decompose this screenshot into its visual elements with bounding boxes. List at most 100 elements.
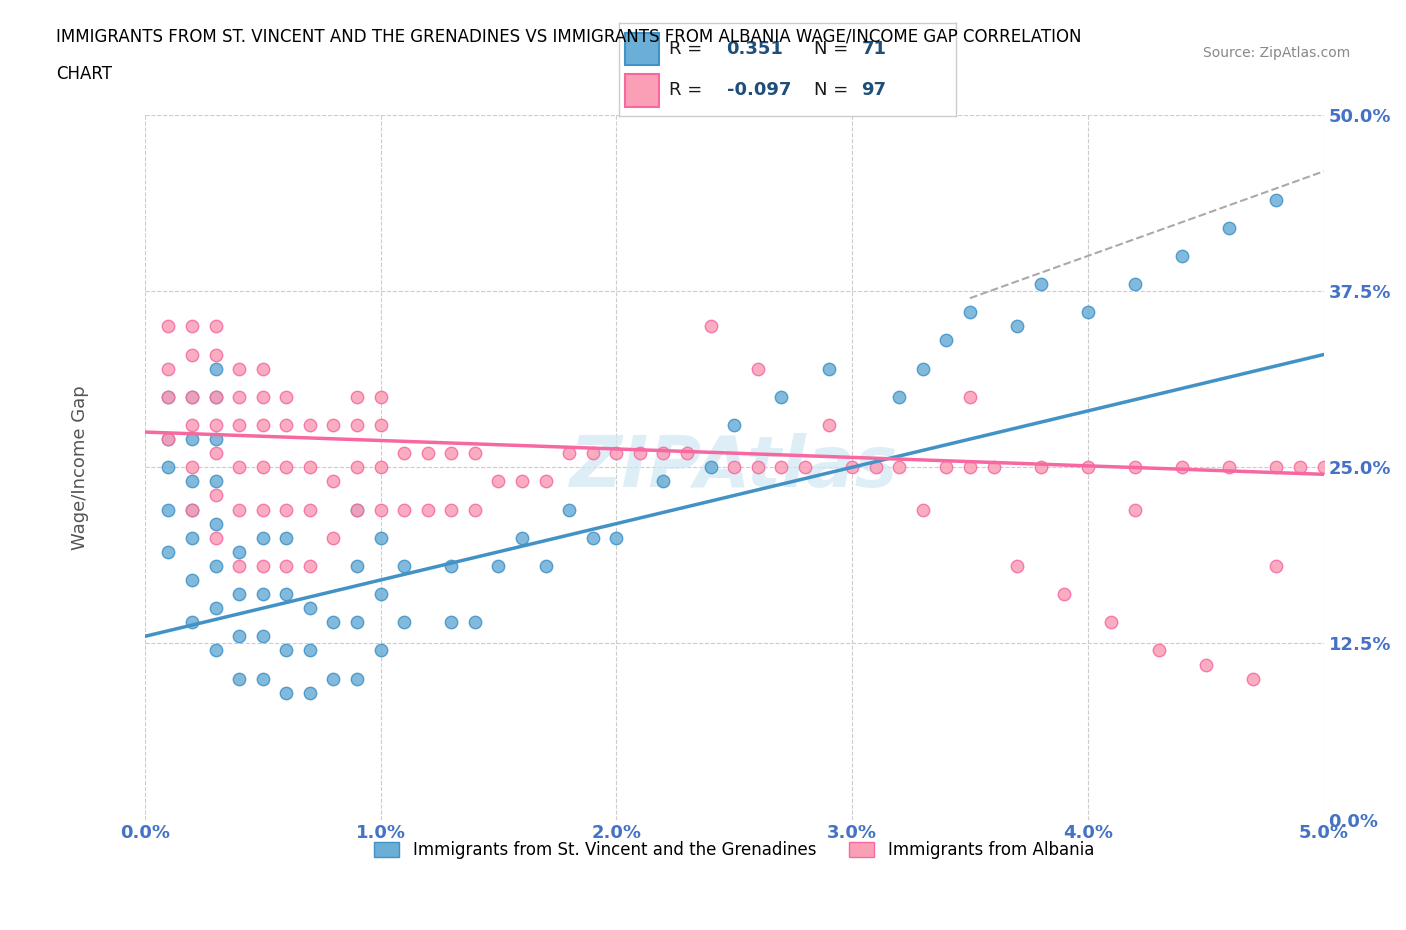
Point — [1171, 459, 1194, 474]
Point — [370, 530, 392, 545]
Text: 97: 97 — [862, 81, 887, 100]
Point — [228, 629, 250, 644]
Point — [652, 445, 675, 460]
Point — [252, 502, 274, 517]
Point — [276, 643, 298, 658]
Point — [322, 474, 344, 489]
Point — [959, 305, 981, 320]
Point — [181, 530, 204, 545]
Point — [157, 361, 180, 376]
Point — [370, 643, 392, 658]
Point — [346, 671, 368, 686]
Point — [276, 390, 298, 405]
Point — [1123, 502, 1146, 517]
Point — [181, 418, 204, 432]
Point — [252, 671, 274, 686]
Point — [204, 445, 226, 460]
Point — [346, 418, 368, 432]
Point — [1265, 459, 1288, 474]
Point — [935, 459, 957, 474]
Point — [1147, 643, 1170, 658]
Point — [181, 432, 204, 446]
Point — [723, 418, 745, 432]
Point — [605, 530, 627, 545]
Point — [204, 319, 226, 334]
Point — [747, 361, 769, 376]
Point — [1265, 193, 1288, 207]
Point — [157, 390, 180, 405]
Point — [204, 516, 226, 531]
Point — [911, 502, 934, 517]
Point — [228, 587, 250, 602]
Point — [676, 445, 699, 460]
Point — [370, 587, 392, 602]
Text: N =: N = — [814, 81, 849, 100]
Point — [346, 615, 368, 630]
FancyBboxPatch shape — [626, 33, 659, 65]
Point — [1123, 459, 1146, 474]
Point — [628, 445, 651, 460]
Point — [181, 474, 204, 489]
Point — [935, 333, 957, 348]
Point — [865, 459, 887, 474]
Point — [322, 615, 344, 630]
Point — [582, 445, 605, 460]
Point — [794, 459, 817, 474]
Point — [322, 671, 344, 686]
Point — [464, 615, 486, 630]
Point — [770, 459, 793, 474]
Point — [1241, 671, 1264, 686]
Legend: Immigrants from St. Vincent and the Grenadines, Immigrants from Albania: Immigrants from St. Vincent and the Gren… — [366, 833, 1102, 868]
Point — [157, 390, 180, 405]
Point — [392, 445, 415, 460]
Point — [252, 459, 274, 474]
Point — [276, 685, 298, 700]
Point — [181, 390, 204, 405]
Point — [252, 418, 274, 432]
Point — [1029, 276, 1052, 291]
Point — [1123, 276, 1146, 291]
Point — [252, 587, 274, 602]
Point — [157, 459, 180, 474]
Point — [157, 432, 180, 446]
Point — [1005, 319, 1028, 334]
Point — [534, 559, 557, 574]
Point — [298, 601, 321, 616]
Point — [276, 418, 298, 432]
Point — [652, 474, 675, 489]
Point — [276, 530, 298, 545]
Point — [392, 559, 415, 574]
Point — [204, 530, 226, 545]
Point — [298, 418, 321, 432]
Point — [322, 418, 344, 432]
Point — [1171, 248, 1194, 263]
Text: N =: N = — [814, 40, 849, 59]
Point — [488, 474, 510, 489]
Point — [181, 390, 204, 405]
Text: 0.351: 0.351 — [727, 40, 783, 59]
Point — [959, 390, 981, 405]
Point — [322, 530, 344, 545]
Point — [228, 544, 250, 559]
Point — [370, 459, 392, 474]
Point — [252, 629, 274, 644]
Point — [699, 459, 721, 474]
Point — [510, 530, 533, 545]
Point — [370, 418, 392, 432]
Point — [534, 474, 557, 489]
Point — [181, 502, 204, 517]
Point — [298, 559, 321, 574]
Point — [181, 459, 204, 474]
Point — [228, 361, 250, 376]
Point — [204, 474, 226, 489]
Point — [1077, 459, 1099, 474]
Point — [346, 390, 368, 405]
Point — [298, 502, 321, 517]
Point — [392, 502, 415, 517]
Point — [510, 474, 533, 489]
Point — [1077, 305, 1099, 320]
Point — [1218, 220, 1240, 235]
Text: IMMIGRANTS FROM ST. VINCENT AND THE GRENADINES VS IMMIGRANTS FROM ALBANIA WAGE/I: IMMIGRANTS FROM ST. VINCENT AND THE GREN… — [56, 28, 1081, 46]
Point — [181, 502, 204, 517]
Text: 71: 71 — [862, 40, 887, 59]
